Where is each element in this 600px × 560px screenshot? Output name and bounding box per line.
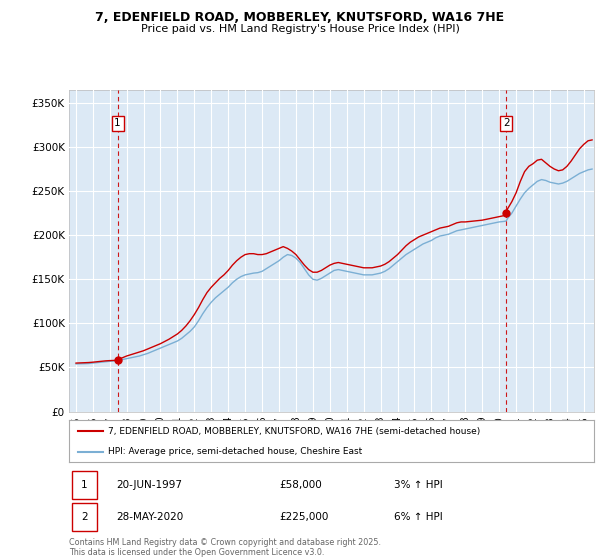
Text: 6% ↑ HPI: 6% ↑ HPI (395, 512, 443, 522)
Text: 7, EDENFIELD ROAD, MOBBERLEY, KNUTSFORD, WA16 7HE: 7, EDENFIELD ROAD, MOBBERLEY, KNUTSFORD,… (95, 11, 505, 24)
Text: £225,000: £225,000 (279, 512, 328, 522)
Text: 28-MAY-2020: 28-MAY-2020 (116, 512, 184, 522)
Text: 3% ↑ HPI: 3% ↑ HPI (395, 480, 443, 490)
Text: 20-JUN-1997: 20-JUN-1997 (116, 480, 182, 490)
Text: 2: 2 (81, 512, 88, 522)
Text: £58,000: £58,000 (279, 480, 322, 490)
FancyBboxPatch shape (71, 503, 97, 530)
Text: Price paid vs. HM Land Registry's House Price Index (HPI): Price paid vs. HM Land Registry's House … (140, 24, 460, 34)
Text: 1: 1 (81, 480, 88, 490)
FancyBboxPatch shape (71, 472, 97, 498)
Text: 7, EDENFIELD ROAD, MOBBERLEY, KNUTSFORD, WA16 7HE (semi-detached house): 7, EDENFIELD ROAD, MOBBERLEY, KNUTSFORD,… (109, 427, 481, 436)
Text: 1: 1 (114, 118, 121, 128)
Text: Contains HM Land Registry data © Crown copyright and database right 2025.
This d: Contains HM Land Registry data © Crown c… (69, 538, 381, 557)
Text: HPI: Average price, semi-detached house, Cheshire East: HPI: Average price, semi-detached house,… (109, 447, 362, 456)
Text: 2: 2 (503, 118, 509, 128)
